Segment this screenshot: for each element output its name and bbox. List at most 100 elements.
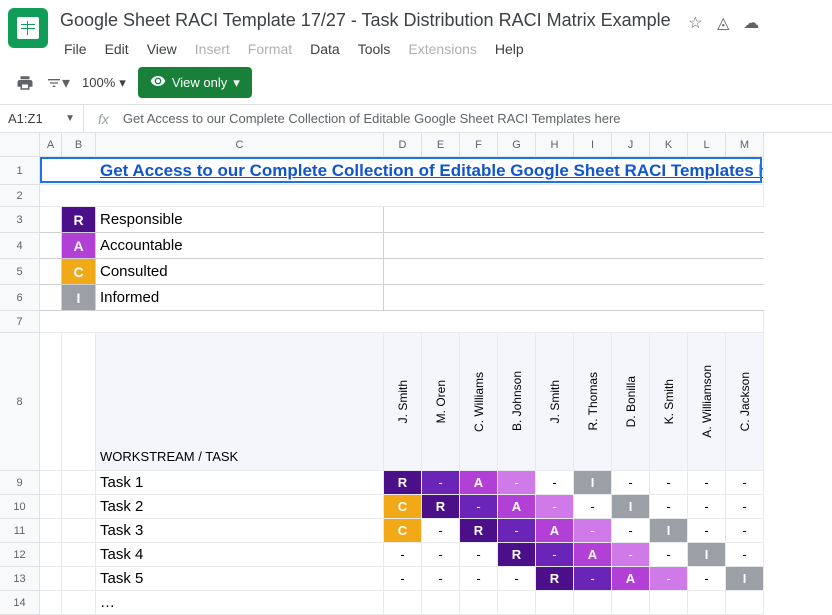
- raci-cell[interactable]: A: [612, 567, 650, 591]
- cell[interactable]: -: [650, 543, 688, 567]
- legend-code[interactable]: A: [62, 233, 96, 259]
- row-header[interactable]: 9: [0, 471, 40, 495]
- row-header[interactable]: 12: [0, 543, 40, 567]
- cell[interactable]: [40, 285, 62, 311]
- cell[interactable]: [62, 471, 96, 495]
- cell[interactable]: -: [498, 471, 536, 495]
- task-name[interactable]: Task 1: [96, 471, 384, 495]
- raci-cell[interactable]: R: [422, 495, 460, 519]
- legend-label[interactable]: Consulted: [96, 259, 384, 285]
- cell[interactable]: -: [574, 495, 612, 519]
- cell[interactable]: -: [384, 543, 422, 567]
- cell[interactable]: [40, 259, 62, 285]
- raci-cell[interactable]: C: [384, 495, 422, 519]
- cell[interactable]: -: [612, 471, 650, 495]
- cell[interactable]: J. Smith: [536, 333, 574, 471]
- row-header[interactable]: 3: [0, 207, 40, 233]
- print-icon[interactable]: [16, 74, 34, 92]
- col-header[interactable]: C: [96, 133, 384, 157]
- cell[interactable]: A. Williamson: [688, 333, 726, 471]
- cell[interactable]: [574, 591, 612, 615]
- cell[interactable]: D. Bonilla: [612, 333, 650, 471]
- cell[interactable]: -: [726, 543, 764, 567]
- cell[interactable]: -: [422, 519, 460, 543]
- cell[interactable]: -: [650, 495, 688, 519]
- cell[interactable]: [62, 333, 96, 471]
- cell[interactable]: [536, 591, 574, 615]
- row-header[interactable]: 7: [0, 311, 40, 333]
- cell[interactable]: -: [650, 567, 688, 591]
- raci-cell[interactable]: I: [650, 519, 688, 543]
- cell[interactable]: -: [612, 543, 650, 567]
- cell[interactable]: Get Access to our Complete Collection of…: [40, 157, 764, 185]
- formula-text[interactable]: Get Access to our Complete Collection of…: [123, 111, 621, 126]
- cell[interactable]: -: [726, 471, 764, 495]
- raci-cell[interactable]: R: [498, 543, 536, 567]
- col-header[interactable]: I: [574, 133, 612, 157]
- cell[interactable]: [40, 185, 764, 207]
- raci-cell[interactable]: C: [384, 519, 422, 543]
- cell[interactable]: -: [384, 567, 422, 591]
- name-box[interactable]: A1:Z1▼: [0, 105, 84, 132]
- view-only-button[interactable]: View only ▾: [138, 67, 252, 98]
- raci-cell[interactable]: A: [498, 495, 536, 519]
- col-header[interactable]: H: [536, 133, 574, 157]
- row-header[interactable]: 13: [0, 567, 40, 591]
- menu-edit[interactable]: Edit: [97, 37, 137, 61]
- col-header[interactable]: J: [612, 133, 650, 157]
- cell[interactable]: [422, 591, 460, 615]
- cell[interactable]: -: [422, 471, 460, 495]
- cell[interactable]: -: [688, 495, 726, 519]
- cell[interactable]: -: [536, 471, 574, 495]
- cell[interactable]: -: [460, 543, 498, 567]
- menu-file[interactable]: File: [56, 37, 95, 61]
- zoom-dropdown[interactable]: 100% ▾: [82, 75, 126, 91]
- cell[interactable]: [40, 207, 62, 233]
- menu-data[interactable]: Data: [302, 37, 348, 61]
- cell[interactable]: -: [498, 567, 536, 591]
- col-header[interactable]: L: [688, 133, 726, 157]
- cell[interactable]: [498, 591, 536, 615]
- col-header[interactable]: M: [726, 133, 764, 157]
- cell[interactable]: C. Jackson: [726, 333, 764, 471]
- cell[interactable]: …: [96, 591, 384, 615]
- sheets-logo[interactable]: [8, 8, 48, 48]
- cell[interactable]: [384, 285, 764, 311]
- cell[interactable]: -: [460, 567, 498, 591]
- row-header[interactable]: 10: [0, 495, 40, 519]
- template-link[interactable]: Get Access to our Complete Collection of…: [100, 161, 764, 181]
- raci-cell[interactable]: A: [460, 471, 498, 495]
- cell[interactable]: [62, 591, 96, 615]
- cell[interactable]: [62, 495, 96, 519]
- cell[interactable]: [40, 311, 764, 333]
- cell[interactable]: [40, 495, 62, 519]
- cell[interactable]: [40, 591, 62, 615]
- legend-code[interactable]: I: [62, 285, 96, 311]
- legend-code[interactable]: C: [62, 259, 96, 285]
- row-header[interactable]: 2: [0, 185, 40, 207]
- menu-help[interactable]: Help: [487, 37, 532, 61]
- cell[interactable]: -: [422, 543, 460, 567]
- row-header[interactable]: 4: [0, 233, 40, 259]
- cell[interactable]: [62, 543, 96, 567]
- task-name[interactable]: Task 4: [96, 543, 384, 567]
- star-icon[interactable]: ☆: [686, 14, 704, 32]
- cell[interactable]: -: [460, 495, 498, 519]
- cell[interactable]: [40, 471, 62, 495]
- cell[interactable]: -: [726, 519, 764, 543]
- cell[interactable]: -: [726, 495, 764, 519]
- col-header[interactable]: E: [422, 133, 460, 157]
- raci-cell[interactable]: A: [574, 543, 612, 567]
- task-name[interactable]: Task 3: [96, 519, 384, 543]
- cell[interactable]: J. Smith: [384, 333, 422, 471]
- task-name[interactable]: Task 2: [96, 495, 384, 519]
- raci-cell[interactable]: R: [460, 519, 498, 543]
- cell[interactable]: [384, 591, 422, 615]
- cell[interactable]: -: [688, 519, 726, 543]
- cloud-icon[interactable]: ☁: [742, 14, 760, 32]
- cell[interactable]: [40, 233, 62, 259]
- cell[interactable]: K. Smith: [650, 333, 688, 471]
- cell[interactable]: B. Johnson: [498, 333, 536, 471]
- cell[interactable]: -: [574, 567, 612, 591]
- cell[interactable]: [460, 591, 498, 615]
